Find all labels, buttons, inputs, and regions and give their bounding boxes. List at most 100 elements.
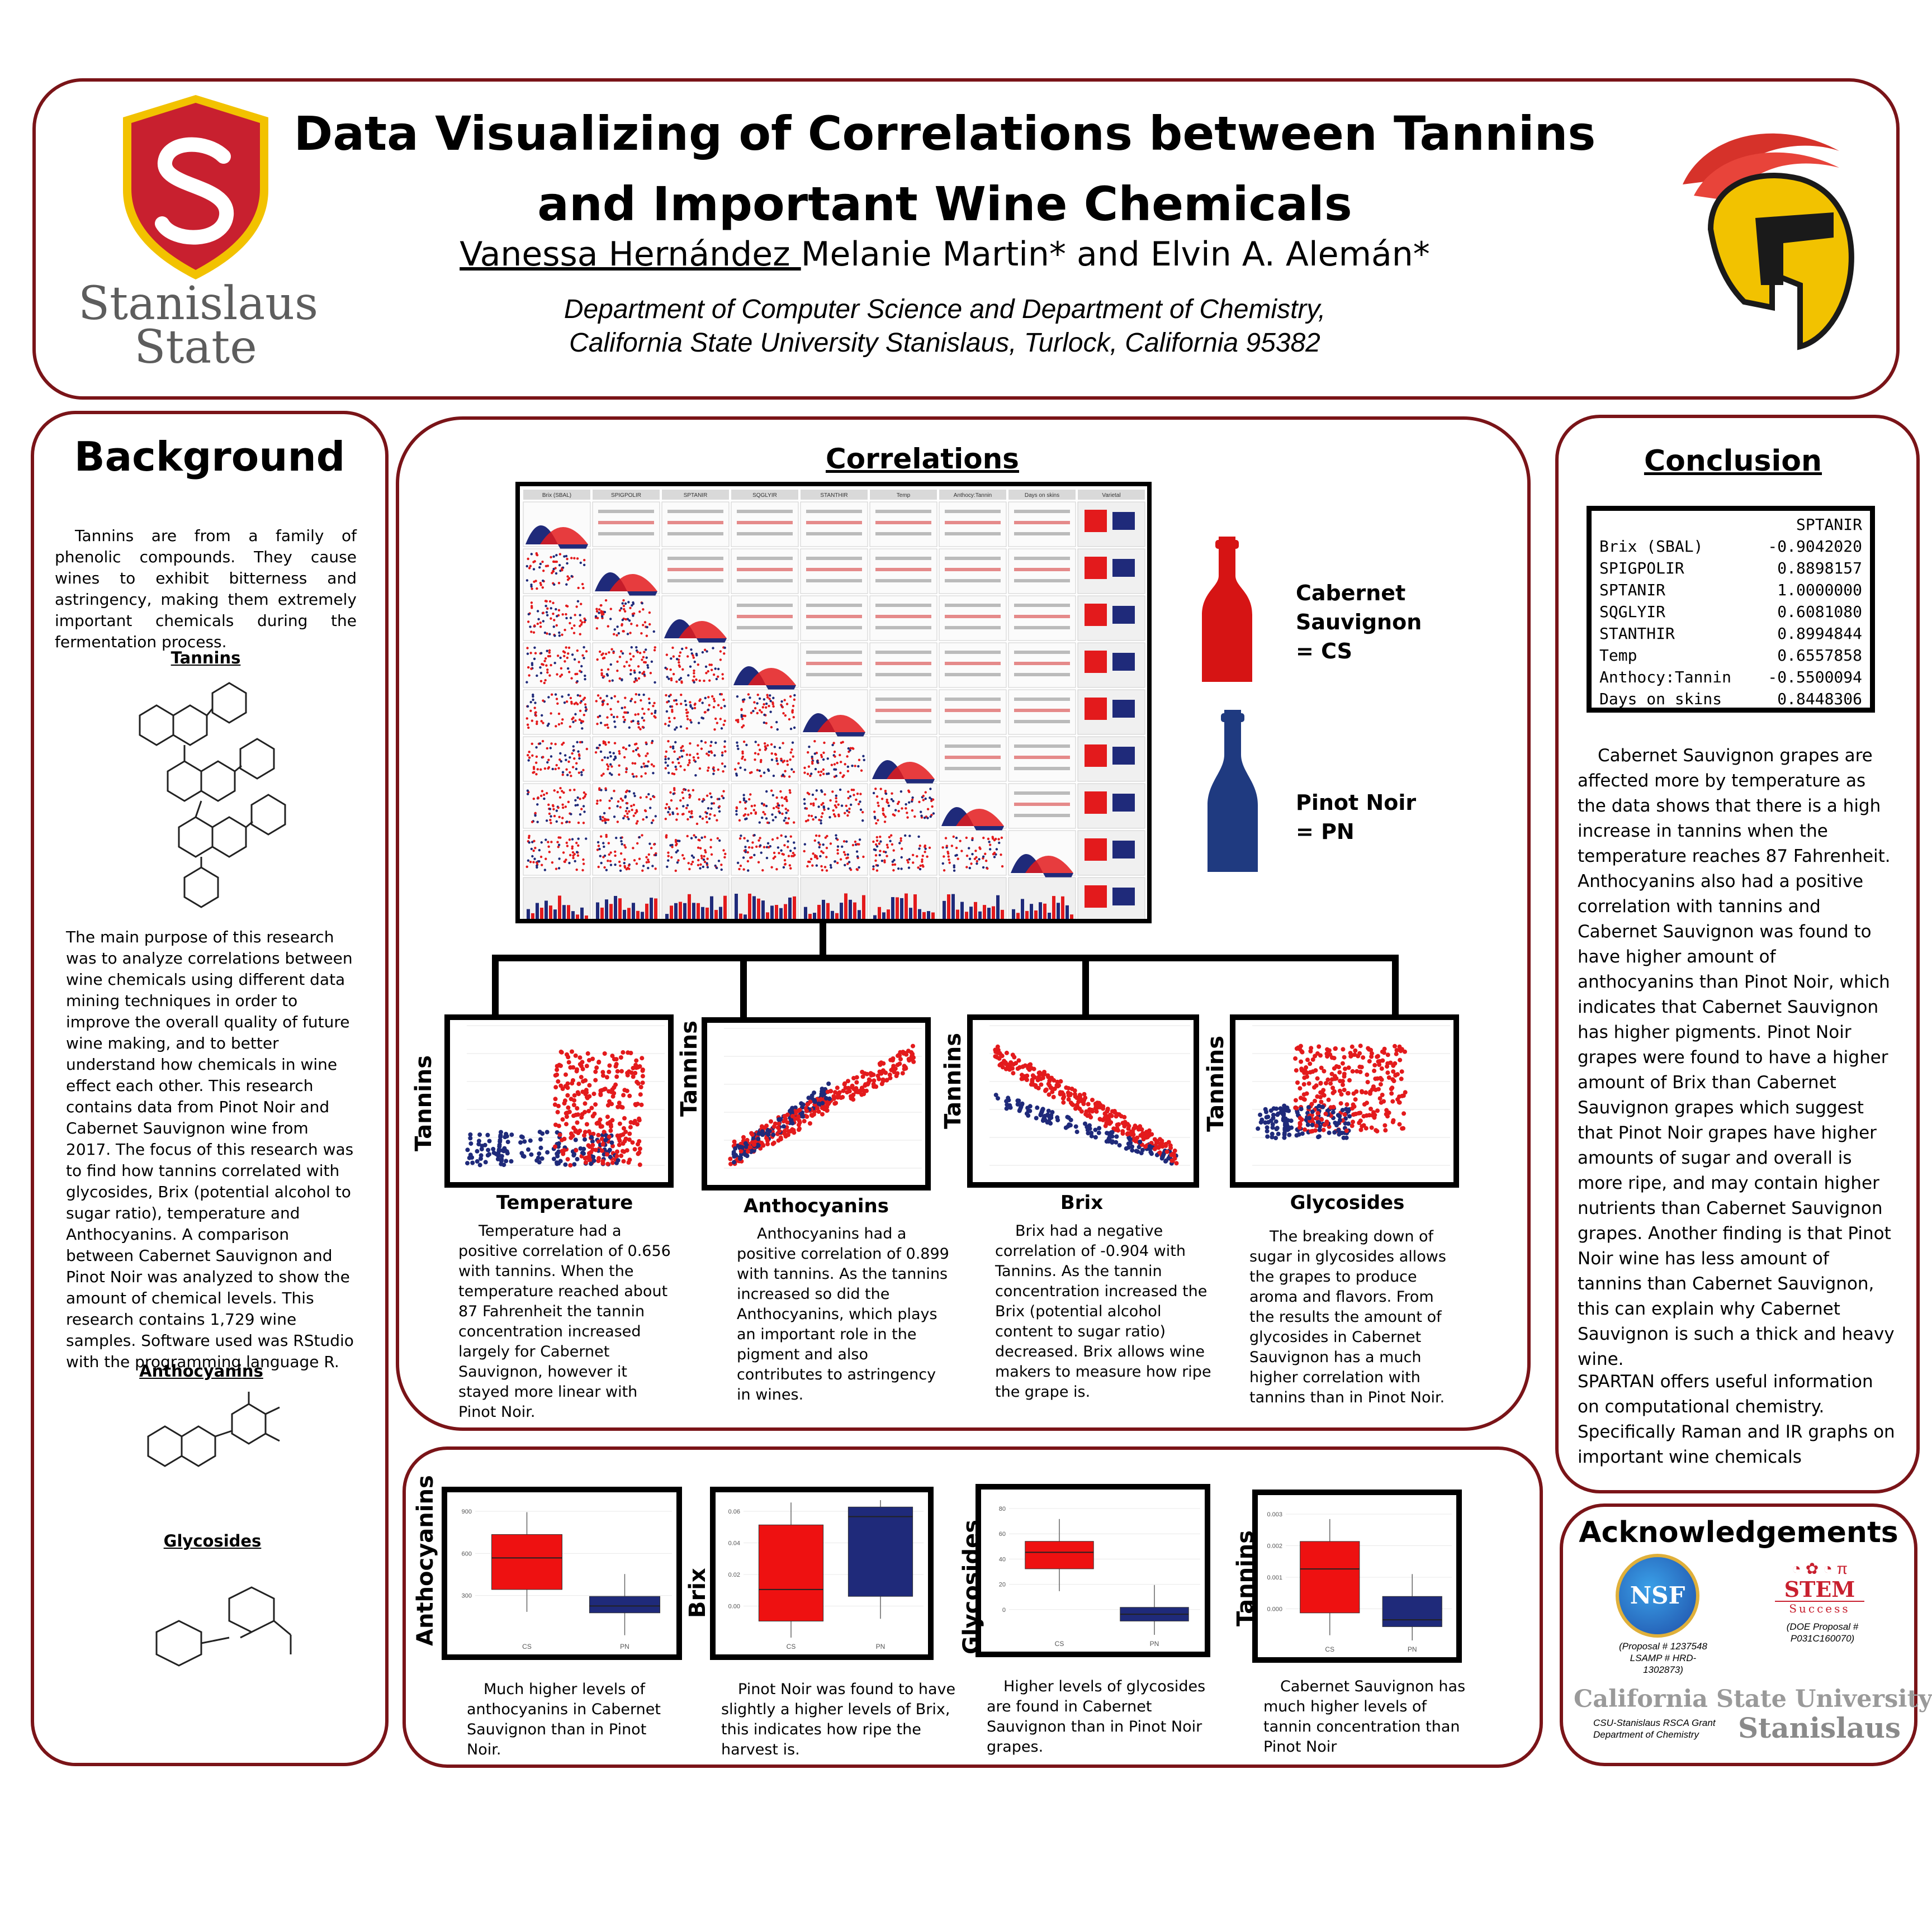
scatter-point: [832, 1101, 837, 1106]
row-value: -0.9042020: [1768, 537, 1862, 556]
cs-bottle-icon: [1202, 537, 1252, 682]
scatter-point: [1320, 1104, 1325, 1109]
scatter-point: [565, 1157, 570, 1162]
scatter-point: [598, 1088, 603, 1093]
scatter-point: [1302, 1075, 1307, 1080]
scatter-point: [518, 1140, 523, 1145]
scatter-ylabel: Tannins: [940, 1032, 966, 1129]
scatter-point: [581, 1151, 586, 1156]
matrix-cell: [869, 642, 937, 688]
scatter-point: [465, 1161, 470, 1166]
scatter-point: [569, 1097, 574, 1102]
scatter-point: [1385, 1052, 1390, 1057]
scatter-point: [607, 1069, 612, 1074]
matrix-cell: [592, 501, 660, 547]
scatter-point: [1126, 1126, 1131, 1131]
matrix-cell: [592, 783, 660, 829]
scatter-point: [552, 1102, 557, 1107]
scatter-point: [1397, 1044, 1402, 1049]
scatter-point: [1336, 1065, 1341, 1070]
scatter-point: [575, 1120, 580, 1125]
box-tick-label: 80: [999, 1506, 1006, 1512]
matrix-cell: [523, 783, 591, 829]
background-purpose: The main purpose of this research was to…: [66, 928, 354, 1371]
scatter-point: [1338, 1118, 1342, 1123]
scatter-plot-4: [1230, 1014, 1459, 1188]
scatter-point: [864, 1088, 869, 1093]
matrix-cell: [1077, 501, 1145, 547]
matrix-cell: [731, 642, 799, 701]
scatter-point: [1330, 1110, 1336, 1115]
box-category-label: PN: [1408, 1645, 1417, 1653]
scatter-point: [1372, 1068, 1377, 1073]
scatter-point: [487, 1139, 492, 1144]
scatter-point: [1105, 1108, 1110, 1113]
scatter-point: [586, 1129, 591, 1134]
scatter-point: [1069, 1087, 1074, 1092]
matrix-cell: [1077, 595, 1145, 641]
scatter-point: [1066, 1124, 1071, 1129]
scatter-point: [1050, 1089, 1055, 1094]
scatter-point: [1019, 1076, 1024, 1082]
scatter-point: [1305, 1057, 1310, 1063]
scatter-point: [1083, 1121, 1087, 1126]
box-cs: [491, 1534, 562, 1590]
scatter-point: [1283, 1116, 1288, 1121]
scatter-point: [1156, 1145, 1161, 1150]
stem-logo-sub: Success: [1775, 1601, 1864, 1615]
scatter-point: [1154, 1141, 1159, 1146]
matrix-cell: [800, 830, 868, 876]
matrix-cell: [939, 642, 1007, 688]
matrix-cell: [1077, 783, 1145, 829]
scatter-point: [806, 1095, 811, 1101]
scatter-point: [617, 1142, 622, 1147]
scatter-point: [1344, 1102, 1349, 1107]
scatter-point: [766, 1132, 771, 1137]
scatter-point: [553, 1085, 558, 1090]
scatter-point: [998, 1062, 1003, 1067]
scatter-point: [602, 1130, 607, 1135]
scatter-point: [1321, 1127, 1326, 1132]
scatter-point: [1382, 1046, 1387, 1051]
scatter-point: [617, 1133, 622, 1139]
scatter-point: [906, 1057, 911, 1061]
matrix-cell: [1077, 548, 1145, 594]
matrix-header-cell: [801, 490, 868, 500]
scatter-point: [732, 1160, 736, 1165]
scatter-point: [1344, 1107, 1349, 1112]
scatter-point: [1276, 1111, 1281, 1116]
scatter-point: [1297, 1125, 1302, 1130]
matrix-cell: [939, 548, 1007, 594]
scatter-point: [1296, 1045, 1301, 1050]
scatter-point: [1315, 1076, 1320, 1081]
scatter-point: [1157, 1150, 1162, 1155]
scatter-point: [767, 1128, 772, 1133]
nsf-note: (Proposal # 1237548 LSAMP # HRD-1302873): [1619, 1641, 1707, 1675]
scatter-point: [898, 1057, 903, 1061]
row-value: 0.8898157: [1777, 559, 1862, 577]
scatter-point: [566, 1060, 571, 1065]
box-tick-label: 0.002: [1267, 1543, 1282, 1550]
scatter-point: [465, 1147, 470, 1152]
scatter-point: [600, 1070, 605, 1075]
scatter-point: [1034, 1084, 1039, 1089]
scatter-point: [901, 1051, 906, 1056]
scatter-point: [479, 1153, 484, 1158]
scatter-point: [769, 1119, 773, 1124]
box-ylabel: Tannins: [1233, 1530, 1258, 1626]
scatter-point: [906, 1049, 911, 1054]
scatter-point: [1047, 1079, 1052, 1083]
scatter-point: [1317, 1125, 1322, 1130]
box-category-label: PN: [1150, 1640, 1159, 1648]
table-header: SPTANIR: [1796, 515, 1862, 534]
scatter-point: [1282, 1131, 1287, 1136]
scatter-point: [590, 1114, 595, 1118]
box-cs: [758, 1524, 824, 1621]
scatter-point: [636, 1081, 641, 1086]
scatter-point: [621, 1141, 626, 1146]
scatter-point: [544, 1130, 550, 1135]
matrix-cell: [592, 736, 660, 782]
nsf-logo-text: NSF: [1630, 1582, 1685, 1609]
matrix-cell: [939, 877, 1007, 923]
scatter-point: [1373, 1076, 1378, 1082]
